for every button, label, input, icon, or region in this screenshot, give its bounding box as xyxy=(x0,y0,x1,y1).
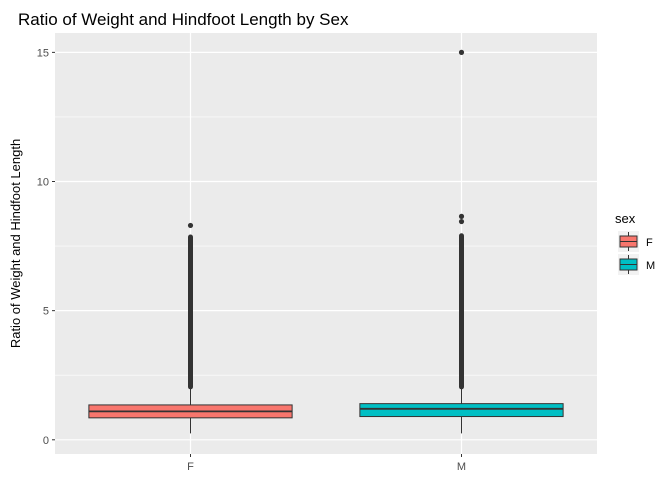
y-tick-label: 0 xyxy=(43,435,49,447)
outlier-point xyxy=(187,222,194,229)
chart-title: Ratio of Weight and Hindfoot Length by S… xyxy=(18,10,349,29)
legend-label: M xyxy=(646,260,655,272)
x-tick-label: M xyxy=(457,461,466,473)
y-tick-label: 5 xyxy=(43,306,49,318)
box-series xyxy=(88,49,564,434)
legend: sex FM xyxy=(615,211,655,275)
y-tick-label: 15 xyxy=(37,47,49,59)
grid-minor xyxy=(55,116,597,376)
outlier-point xyxy=(458,49,465,55)
legend-label: F xyxy=(646,237,653,249)
legend-title: sex xyxy=(615,211,636,226)
legend-key-M: M xyxy=(618,254,655,275)
outlier-point xyxy=(458,213,465,219)
box-rect xyxy=(359,403,564,418)
y-axis-title: Ratio of Weight and Hindfoot Length xyxy=(8,139,23,348)
y-axis: 0 5 10 15 xyxy=(37,47,55,447)
y-tick-label: 10 xyxy=(37,177,49,189)
legend-key-F: F xyxy=(618,231,653,252)
outlier-point xyxy=(458,218,465,225)
box-F xyxy=(88,222,293,434)
plot-panel xyxy=(55,33,597,454)
box-M xyxy=(359,49,564,434)
x-tick-label: F xyxy=(187,461,194,473)
